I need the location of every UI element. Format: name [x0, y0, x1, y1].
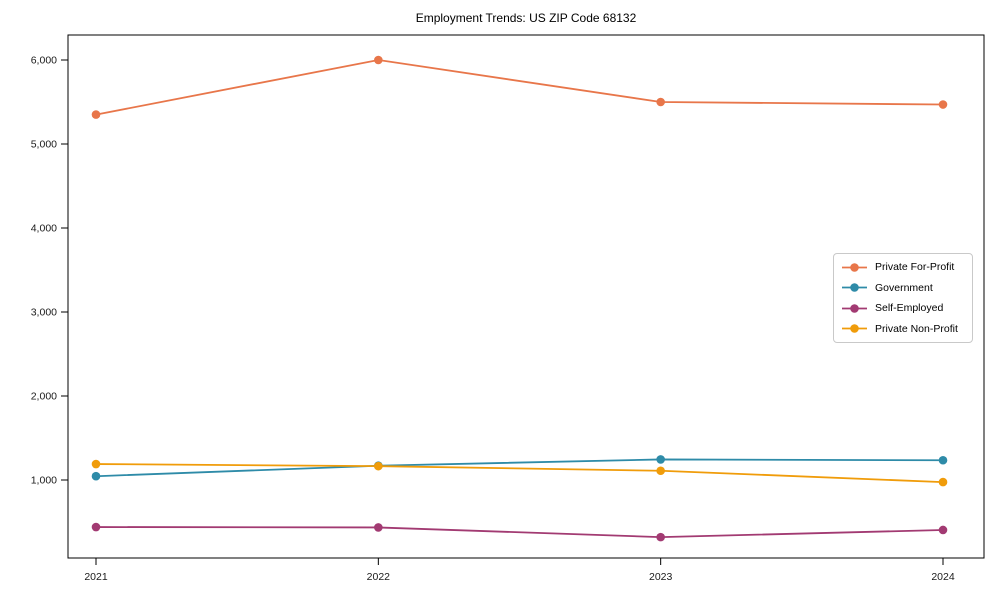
x-tick-label: 2024 — [931, 571, 955, 583]
data-point-self-employed-2022 — [374, 523, 383, 532]
legend-line-swatch-icon — [842, 303, 867, 313]
data-point-self-employed-2021 — [91, 522, 101, 532]
legend-item-self-employed: Self-Employed — [841, 302, 965, 314]
x-tick-label: 2022 — [367, 571, 391, 583]
legend-label: Private For-Profit — [875, 261, 955, 274]
y-tick-label: 6,000 — [31, 55, 57, 67]
data-point-private-for-profit-2023 — [656, 97, 665, 107]
data-point-government-2021 — [91, 471, 101, 481]
data-point-government-2023 — [656, 455, 665, 464]
chart-title: Employment Trends: US ZIP Code 68132 — [415, 11, 637, 25]
data-point-private-for-profit-2022 — [374, 55, 383, 65]
x-tick-label: 2023 — [649, 571, 673, 583]
y-tick-label: 2,000 — [31, 391, 57, 403]
legend-item-private-for-profit: Private For-Profit — [841, 261, 965, 273]
x-tick-label: 2021 — [84, 571, 108, 583]
legend-item-government: Government — [841, 282, 965, 294]
data-point-self-employed-2024 — [938, 525, 948, 535]
data-point-private-for-profit-2024 — [938, 100, 948, 109]
legend-line-swatch-icon — [842, 262, 867, 272]
legend-label: Government — [875, 281, 933, 294]
data-point-private-non-profit-2023 — [656, 466, 665, 476]
legend-item-private-non-profit: Private Non-Profit — [841, 323, 965, 335]
data-point-private-non-profit-2021 — [91, 459, 101, 469]
series-line-private-non-profit — [95, 463, 944, 484]
legend-line-swatch-icon — [842, 324, 867, 334]
data-point-private-non-profit-2024 — [938, 477, 948, 487]
y-tick-label: 4,000 — [31, 223, 57, 235]
data-point-government-2024 — [938, 455, 948, 465]
series-line-private-for-profit — [95, 59, 944, 116]
y-tick-label: 3,000 — [31, 307, 57, 319]
legend-line-swatch-icon — [842, 283, 867, 293]
chart-legend: Private For-Profit Government Self-Employe… — [833, 253, 973, 343]
series-line-government — [95, 458, 944, 478]
legend-label: Self-Employed — [875, 302, 944, 315]
axes-frame — [67, 34, 985, 559]
legend-label: Private Non-Profit — [875, 322, 958, 335]
data-point-self-employed-2023 — [656, 532, 665, 542]
y-tick-label: 5,000 — [31, 139, 57, 151]
y-tick-label: 1,000 — [31, 475, 57, 487]
series-line-self-employed — [95, 526, 944, 539]
data-point-private-for-profit-2021 — [91, 110, 101, 119]
data-point-private-non-profit-2022 — [374, 461, 383, 471]
